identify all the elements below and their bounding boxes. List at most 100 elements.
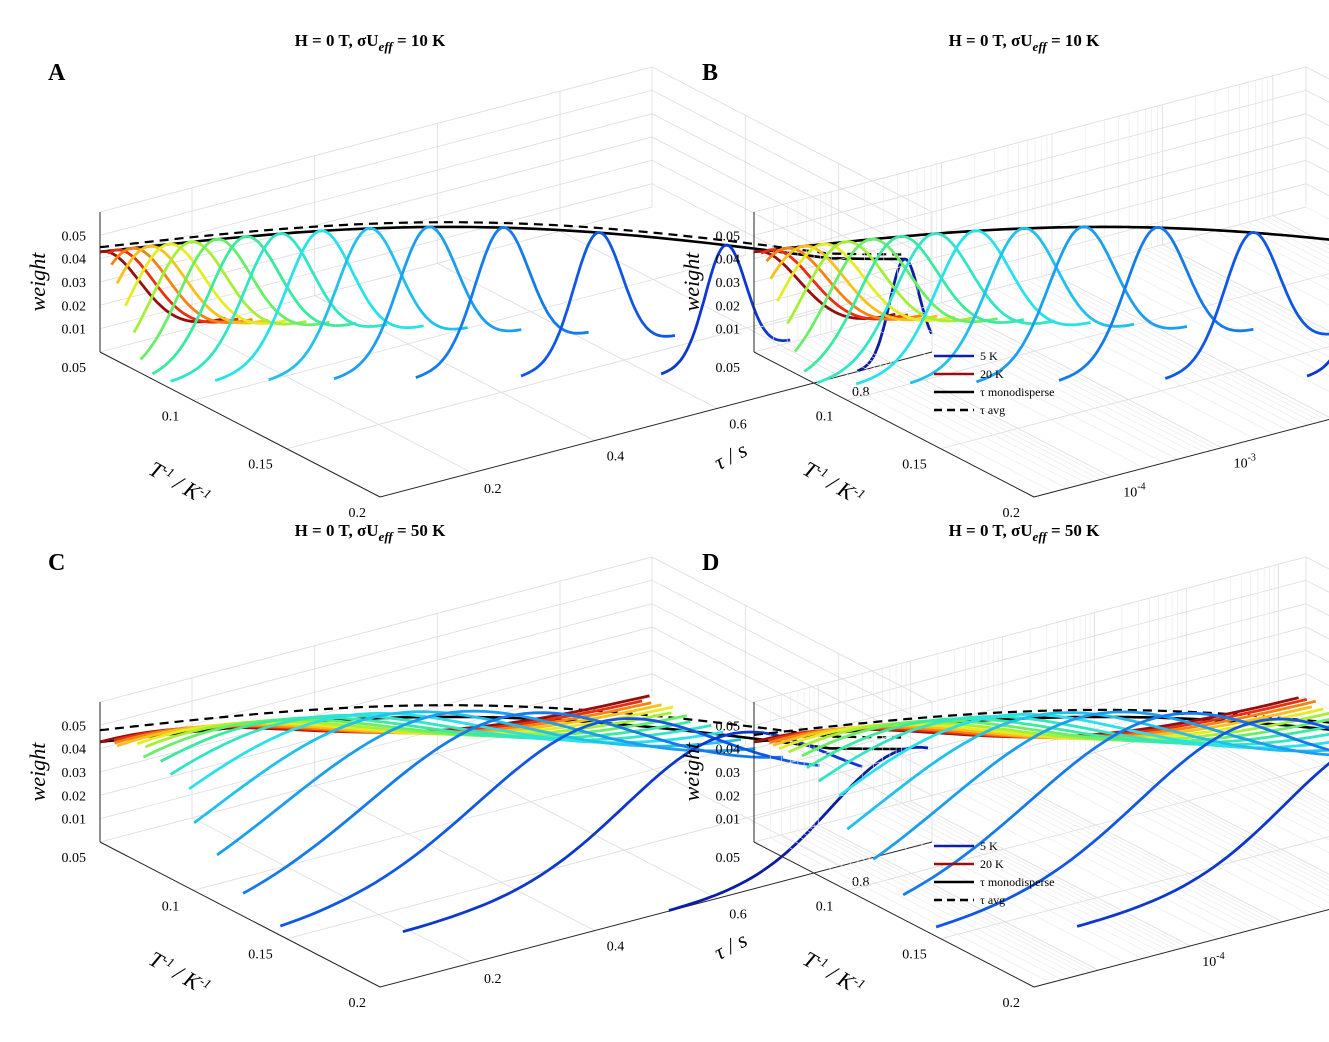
weight-curve-17k (769, 244, 938, 322)
weight-curve-12k (817, 715, 1329, 783)
legend-label: τ monodisperse (980, 385, 1054, 399)
x-tick-label: 0.1 (816, 899, 834, 914)
gridline (1149, 737, 1329, 832)
gridline (773, 346, 1054, 493)
z-tick-label: 0.04 (716, 743, 741, 758)
gridline (1066, 759, 1329, 897)
gridline (862, 813, 1143, 959)
gridline (99, 66, 653, 213)
legend-label: τ avg (980, 893, 1005, 907)
z-tick-label: 0.03 (716, 276, 741, 291)
gridline (753, 183, 1307, 330)
legend-label: 20 K (980, 857, 1004, 871)
z-tick-label: 0.01 (62, 323, 87, 338)
y-axis-label: τ / s (710, 927, 751, 965)
gridline (897, 314, 1178, 460)
gridline (99, 556, 653, 703)
gridline (99, 113, 653, 260)
weight-curve-9k (872, 710, 1329, 861)
gridline (1214, 230, 1329, 291)
weight-curve-8k (902, 711, 1329, 897)
gridline (1213, 720, 1329, 782)
weight-curve-20k (99, 249, 226, 324)
gridline (1089, 753, 1329, 878)
gridline (193, 744, 746, 891)
gridline (936, 303, 1217, 450)
x-tick-label: 0.05 (716, 851, 741, 866)
gridline (99, 136, 653, 283)
gridline (99, 579, 653, 726)
panel-letter: C (48, 550, 65, 576)
gridline (873, 810, 1154, 956)
x-axis-line (99, 351, 381, 498)
gridline (797, 830, 1079, 976)
x-axis-label: T-1 / K-1 (799, 456, 868, 511)
gridline (781, 834, 1062, 980)
z-axis-label: weight (25, 742, 50, 802)
weight-curve-17k (115, 244, 269, 325)
weight-curve-14k (793, 237, 998, 353)
x-axis-label: T-1 / K-1 (145, 456, 214, 511)
gridline (941, 302, 1222, 449)
x-axis-line (753, 351, 1035, 498)
x-axis-line (753, 841, 1035, 988)
gridline (286, 793, 839, 940)
weight-curve-6k (1306, 359, 1329, 378)
weight-curve-7k (1164, 230, 1329, 380)
gridline (1305, 556, 1329, 570)
panel-title: H = 0 T, σUeff = 50 K (949, 521, 1101, 544)
panel-b: 0.01 0.02 0.03 0.04 0.05 0.05 0.1 0.15 0.2 10-4 10… (679, 31, 1329, 521)
gridline (753, 136, 1307, 283)
x-tick-label: 0.05 (716, 361, 741, 376)
x-axis-label: T-1 / K-1 (799, 946, 868, 1001)
gridline (825, 332, 1107, 479)
legend-label: 5 K (980, 839, 998, 853)
gridline (895, 804, 1177, 950)
z-tick-label: 0.05 (716, 229, 741, 244)
legend-label: 20 K (980, 367, 1004, 381)
y-tick-label: 0.6 (729, 417, 747, 432)
gridline (1177, 730, 1329, 810)
y-axis-line (1033, 418, 1329, 498)
legend-label: 5 K (980, 349, 998, 363)
gridline (818, 824, 1099, 971)
gridline (1007, 285, 1289, 431)
gridline (1257, 709, 1329, 747)
gridline (1305, 159, 1329, 173)
z-tick-label: 0.04 (716, 253, 741, 268)
gridline (559, 230, 841, 377)
weight-curve-11k (855, 229, 1091, 386)
legend-label: τ monodisperse (980, 875, 1054, 889)
gridline (864, 322, 1145, 469)
gridline (1073, 757, 1329, 891)
weight-curve-10k (268, 226, 468, 382)
gridline (845, 817, 1127, 964)
y-tick-label: 0.8 (852, 875, 870, 890)
gridline (651, 673, 933, 820)
gridline (1018, 282, 1299, 428)
panel-title: H = 0 T, σUeff = 50 K (295, 521, 447, 544)
gridline (1029, 769, 1311, 915)
gridline (954, 789, 1235, 935)
weight-curve-5k (856, 257, 933, 373)
y-axis-label: τ / s (710, 437, 751, 475)
gridline (1041, 276, 1322, 422)
gridline (847, 763, 1329, 891)
gridline (1002, 776, 1283, 923)
gridline (437, 753, 718, 899)
gridline (937, 793, 1219, 939)
y-axis-line (1033, 908, 1329, 988)
gridline (916, 308, 1198, 455)
weight-curve-6k (1076, 761, 1329, 928)
x-tick-label: 0.2 (1003, 996, 1021, 1011)
gridline (651, 89, 933, 236)
gridline (1248, 221, 1329, 265)
gridline (651, 556, 933, 703)
gridline (1165, 733, 1329, 819)
gridline (1186, 728, 1329, 803)
gridline (651, 159, 933, 306)
gridline (1263, 707, 1329, 742)
y-tick-label: 0.2 (484, 972, 502, 987)
weight-curve-11k (838, 712, 1329, 797)
